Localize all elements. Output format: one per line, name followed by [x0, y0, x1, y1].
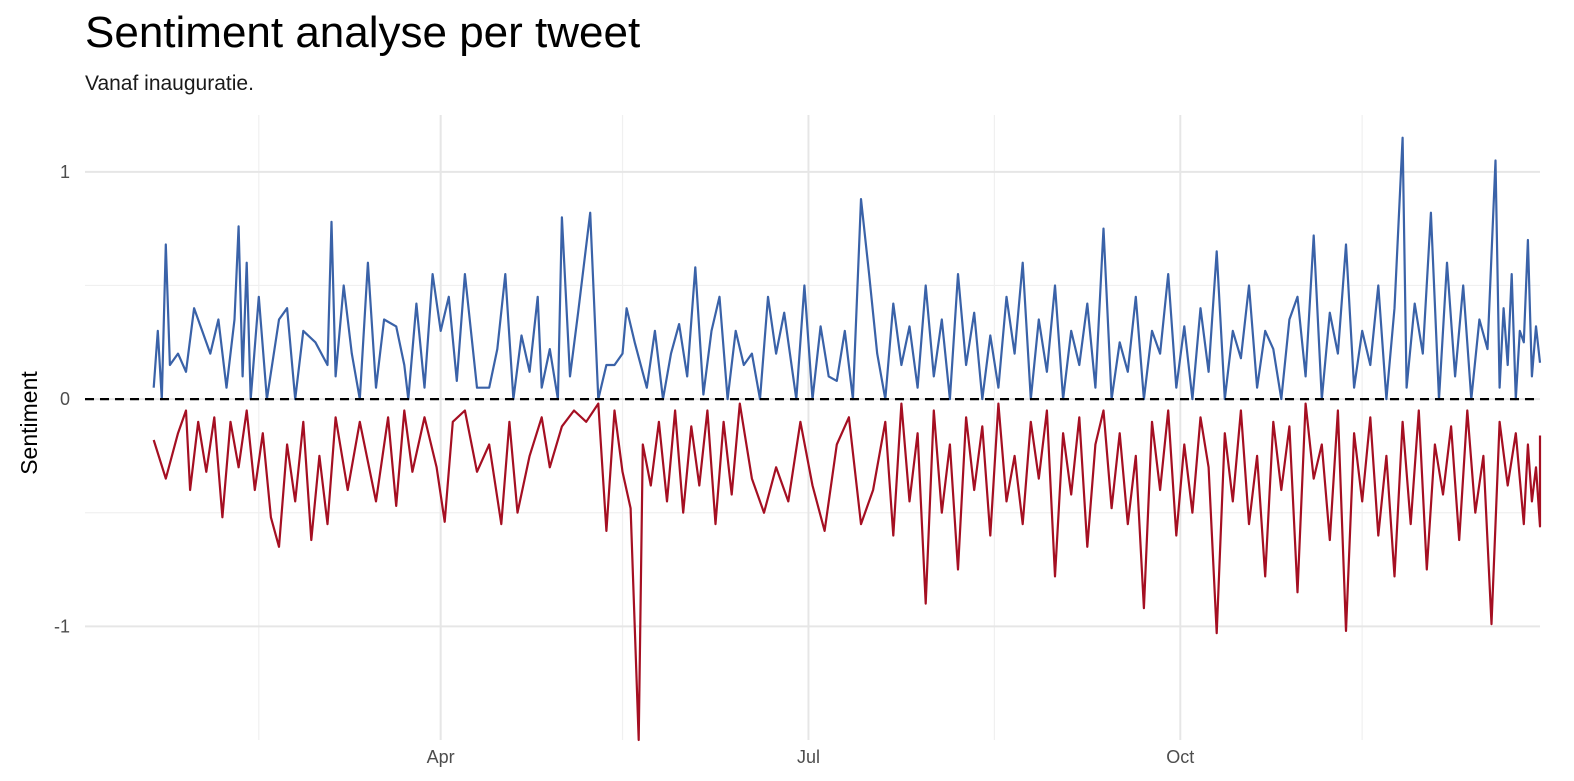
chart-title: Sentiment analyse per tweet	[85, 8, 641, 57]
x-tick-label: Oct	[1166, 747, 1194, 767]
x-axis-ticks: Apr Jul Oct	[427, 747, 1195, 767]
y-tick-label: 0	[60, 389, 70, 409]
series-line-1	[152, 136, 1542, 401]
x-tick-label: Jul	[797, 747, 820, 767]
y-axis-ticks: 1 0 -1	[54, 162, 70, 637]
series-line-2	[152, 402, 1542, 742]
x-tick-label: Apr	[427, 747, 455, 767]
chart-subtitle: Vanaf inauguratie.	[85, 72, 254, 95]
series-layer	[152, 136, 1542, 742]
y-axis-label: Sentiment	[16, 371, 42, 475]
y-tick-label: 1	[60, 162, 70, 182]
y-tick-label: -1	[54, 616, 70, 636]
